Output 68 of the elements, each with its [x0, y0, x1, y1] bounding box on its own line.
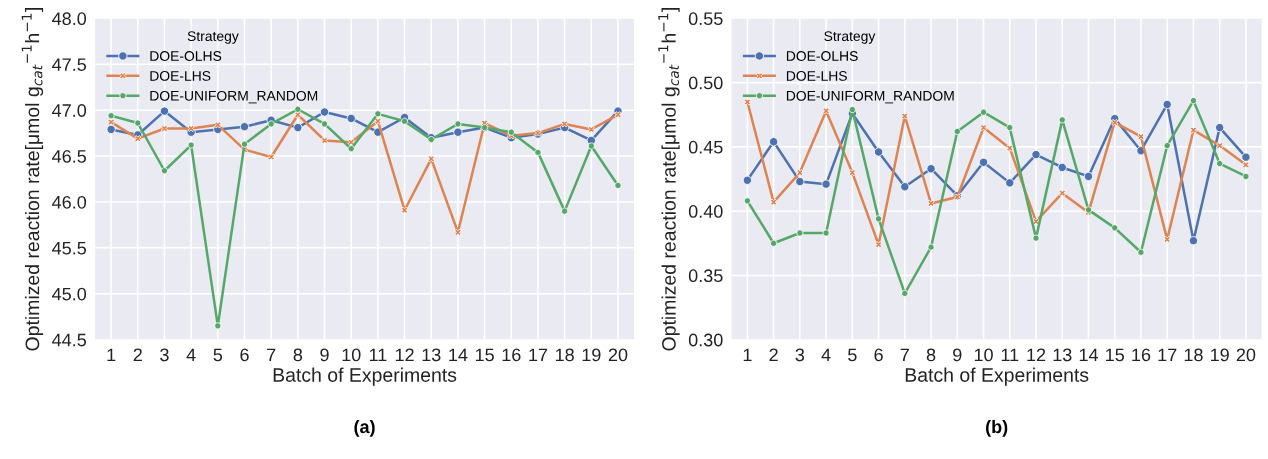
- x-tick-label: 16: [1132, 348, 1151, 362]
- x-tick-label: 10: [342, 348, 361, 362]
- y-tick-label: 45.0: [52, 287, 87, 301]
- y-axis-title: Optimized reaction rate[μmol g$_{cat}$$^{−1}$h$^{−1}$]: [21, 8, 44, 351]
- x-tick-label: 1: [743, 348, 752, 362]
- x-axis-title: Batch of Experiments: [905, 367, 1089, 386]
- x-tick-label: 5: [848, 348, 857, 362]
- legend-label: DOE-LHS: [150, 71, 211, 81]
- x-tick-label: 8: [293, 348, 303, 362]
- y-tick-label: 0.35: [688, 269, 723, 283]
- x-tick-label: 2: [769, 348, 778, 362]
- y-tick-label: 47.0: [52, 104, 87, 117]
- legend-label: DOE-UNIFORM_RANDOM: [786, 90, 954, 104]
- y-axis-title: Optimized reaction rate[μmol g$_{cat}$$^{−1}$h$^{−1}$]: [658, 8, 680, 351]
- y-tick-label: 46.5: [52, 149, 87, 163]
- x-axis-title: Batch of Experiments: [273, 367, 457, 386]
- x-tick-label: 15: [1106, 348, 1125, 362]
- y-tick-label: 48.0: [52, 12, 87, 26]
- y-tick-label: 0.45: [688, 140, 723, 154]
- x-tick-label: 7: [900, 348, 909, 362]
- x-tick-label: 5: [213, 348, 223, 362]
- x-tick-label: 4: [821, 348, 831, 362]
- x-tick-label: 19: [1211, 348, 1229, 362]
- legend-label: DOE-OLHS: [150, 51, 222, 61]
- legend-title: Strategy: [824, 31, 876, 44]
- x-tick-label: 9: [320, 348, 329, 362]
- x-tick-label: 18: [555, 348, 574, 362]
- x-tick-label: 13: [1053, 348, 1072, 362]
- x-tick-label: 9: [953, 348, 962, 362]
- x-tick-label: 3: [795, 348, 805, 362]
- x-tick-label: 15: [475, 348, 494, 362]
- x-tick-label: 14: [1079, 348, 1098, 362]
- x-tick-label: 17: [1158, 348, 1177, 362]
- legend-title: Strategy: [187, 31, 239, 44]
- x-tick-label: 3: [160, 348, 169, 362]
- x-tick-label: 10: [974, 348, 993, 362]
- x-tick-label: 18: [1184, 348, 1203, 362]
- x-tick-label: 8: [926, 348, 936, 362]
- y-tick-label: 0.40: [688, 205, 723, 218]
- x-tick-label: 7: [267, 348, 276, 362]
- x-tick-label: 11: [369, 348, 387, 362]
- x-tick-label: 20: [1236, 348, 1256, 362]
- x-tick-label: 14: [449, 348, 468, 362]
- text: (a): [354, 419, 375, 437]
- legend-label: DOE-OLHS: [786, 51, 858, 61]
- x-tick-label: 13: [422, 348, 441, 362]
- y-tick-label: 44.5: [52, 333, 87, 347]
- x-tick-label: 11: [1001, 348, 1019, 362]
- legend-label: DOE-LHS: [786, 71, 847, 81]
- x-tick-label: 17: [529, 348, 548, 362]
- y-tick-label: 46.0: [52, 195, 87, 209]
- x-tick-label: 1: [107, 348, 116, 362]
- y-tick-label: 0.55: [688, 12, 723, 26]
- x-tick-label: 6: [240, 348, 249, 362]
- x-tick-label: 12: [395, 348, 414, 362]
- x-tick-label: 2: [133, 348, 142, 362]
- x-tick-label: 12: [1027, 348, 1046, 362]
- x-tick-label: 20: [608, 348, 628, 362]
- x-tick-label: 6: [874, 348, 883, 362]
- x-tick-label: 4: [186, 348, 196, 362]
- legend-label: DOE-UNIFORM_RANDOM: [150, 90, 318, 104]
- x-tick-label: 16: [502, 348, 521, 362]
- y-tick-label: 45.5: [52, 241, 87, 255]
- text: (b): [986, 419, 1008, 437]
- y-tick-label: 0.50: [688, 76, 723, 90]
- y-tick-label: 47.5: [52, 58, 87, 71]
- x-tick-label: 19: [582, 348, 601, 362]
- y-tick-label: 0.30: [688, 333, 723, 347]
